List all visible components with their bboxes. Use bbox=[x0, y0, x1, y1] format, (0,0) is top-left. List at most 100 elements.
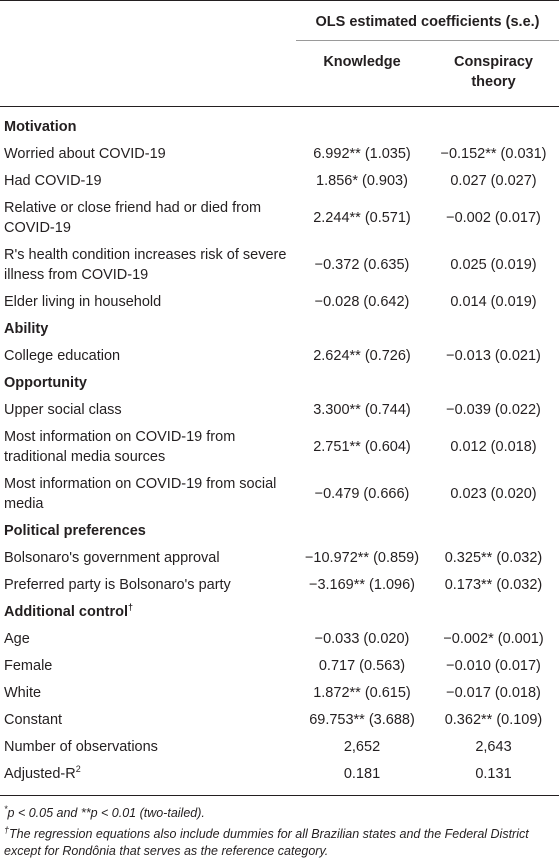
table-row: Worried about COVID-19 6.992** (1.035) −0.… bbox=[0, 140, 559, 167]
conspiracy-cell: 0.025 (0.019) bbox=[450, 256, 537, 273]
knowledge-cell: 1.872** (0.615) bbox=[313, 684, 411, 701]
table-row: Female 0.717 (0.563) −0.010 (0.017) bbox=[0, 652, 559, 679]
table-row: Relative or close friend had or died fro… bbox=[0, 194, 559, 241]
table-row: Number of observations 2,652 2,643 bbox=[0, 733, 559, 760]
knowledge-cell: −0.033 (0.020) bbox=[314, 630, 410, 647]
conspiracy-cell: 0.023 (0.020) bbox=[450, 485, 537, 502]
row-label: Constant bbox=[0, 710, 296, 730]
conspiracy-cell: 0.027 (0.027) bbox=[450, 172, 537, 189]
conspiracy-cell: −0.017 (0.018) bbox=[446, 684, 541, 701]
knowledge-cell: 2.751** (0.604) bbox=[313, 438, 411, 455]
table-row: Upper social class 3.300** (0.744) −0.039 … bbox=[0, 396, 559, 423]
table-row: Most information on COVID-19 from tradit… bbox=[0, 423, 559, 470]
row-label-text: Elder living in household bbox=[4, 293, 162, 310]
knowledge-cell: −0.372 (0.635) bbox=[314, 256, 410, 273]
row-label-text: Female bbox=[4, 657, 53, 674]
row-label-text: Had COVID-19 bbox=[4, 172, 102, 189]
knowledge-cell: 1.856* (0.903) bbox=[316, 172, 408, 189]
row-label-text: Age bbox=[4, 630, 30, 647]
table-row: R's health condition increases risk of s… bbox=[0, 241, 559, 288]
row-label-text: Ability bbox=[4, 320, 49, 337]
table-row: Adjusted-R2 0.181 0.131 bbox=[0, 760, 559, 787]
table-bottom-rule bbox=[0, 795, 559, 796]
section-heading-row: Motivation bbox=[0, 113, 559, 140]
table-body: Motivation Worried about COVID-19 6.992** … bbox=[0, 113, 559, 787]
row-label: Elder living in household bbox=[0, 292, 296, 312]
knowledge-cell: 3.300** (0.744) bbox=[313, 401, 411, 418]
row-label: Relative or close friend had or died fro… bbox=[0, 198, 296, 238]
section-heading-row: Political preferences bbox=[0, 517, 559, 544]
column-group-title: OLS estimated coefficients (s.e.) bbox=[315, 14, 540, 30]
row-label: Age bbox=[0, 629, 296, 649]
row-label-text: Preferred party is Bolsonaro's party bbox=[4, 576, 231, 593]
table-row: Most information on COVID-19 from social… bbox=[0, 470, 559, 517]
row-label: R's health condition increases risk of s… bbox=[0, 245, 296, 285]
footnote-text: p < 0.05 and **p < 0.01 (two-tailed). bbox=[7, 806, 205, 820]
conspiracy-cell: −0.013 (0.021) bbox=[446, 347, 541, 364]
conspiracy-cell: 0.173** (0.032) bbox=[444, 576, 543, 593]
table-row: Elder living in household −0.028 (0.642) 0… bbox=[0, 288, 559, 315]
row-label-text: R's health condition increases risk of s… bbox=[4, 246, 287, 283]
row-label: Preferred party is Bolsonaro's party bbox=[0, 575, 296, 595]
row-label-text: Motivation bbox=[4, 118, 77, 135]
section-heading: Opportunity bbox=[0, 373, 296, 393]
table-row: Constant 69.753** (3.688) 0.362** (0.109) bbox=[0, 706, 559, 733]
conspiracy-cell: −0.002* (0.001) bbox=[443, 630, 544, 647]
row-label-text: Most information on COVID-19 from tradit… bbox=[4, 428, 236, 465]
footnote-dummies: †The regression equations also include d… bbox=[4, 824, 554, 860]
row-label: Number of observations bbox=[0, 737, 296, 757]
superscript: 2 bbox=[75, 763, 81, 774]
knowledge-cell: 2.624** (0.726) bbox=[313, 347, 411, 364]
row-label-text: Most information on COVID-19 from social… bbox=[4, 475, 277, 512]
section-heading: Political preferences bbox=[0, 521, 296, 541]
row-label: Most information on COVID-19 from tradit… bbox=[0, 427, 296, 467]
column-header-knowledge: Knowledge bbox=[323, 54, 401, 70]
footnote-marker: † bbox=[4, 824, 10, 835]
knowledge-cell: −0.028 (0.642) bbox=[314, 293, 410, 310]
row-label-text: Adjusted-R bbox=[4, 765, 76, 782]
conspiracy-cell: −0.152** (0.031) bbox=[440, 145, 547, 162]
knowledge-cell: −10.972** (0.859) bbox=[304, 549, 420, 566]
row-label-text: Constant bbox=[4, 711, 63, 728]
table-row: College education 2.624** (0.726) −0.013 (… bbox=[0, 342, 559, 369]
column-header-conspiracy-line1: Conspiracy bbox=[454, 54, 533, 70]
section-heading-row: Ability bbox=[0, 315, 559, 342]
section-heading: Motivation bbox=[0, 117, 296, 137]
table-row: Age −0.033 (0.020) −0.002* (0.001) bbox=[0, 625, 559, 652]
conspiracy-cell: 0.014 (0.019) bbox=[450, 293, 537, 310]
table-row: White 1.872** (0.615) −0.017 (0.018) bbox=[0, 679, 559, 706]
conspiracy-cell: 0.012 (0.018) bbox=[450, 438, 537, 455]
row-label-text: Upper social class bbox=[4, 401, 122, 418]
section-heading-row: Additional control† bbox=[0, 598, 559, 625]
row-label: Had COVID-19 bbox=[0, 171, 296, 191]
table-row: Bolsonaro's government approval −10.972**… bbox=[0, 544, 559, 571]
table-row: Preferred party is Bolsonaro's party −3.1… bbox=[0, 571, 559, 598]
row-label-text: Number of observations bbox=[4, 738, 158, 755]
footnote-text: The regression equations also include du… bbox=[4, 827, 529, 858]
row-label-text: Political preferences bbox=[4, 522, 146, 539]
column-group-rule bbox=[296, 40, 559, 41]
header-bottom-rule bbox=[0, 106, 559, 107]
section-heading-row: Opportunity bbox=[0, 369, 559, 396]
row-label: White bbox=[0, 683, 296, 703]
section-heading: Additional control† bbox=[0, 602, 296, 622]
row-label: Bolsonaro's government approval bbox=[0, 548, 296, 568]
row-label-text: Relative or close friend had or died fro… bbox=[4, 199, 262, 236]
conspiracy-cell: 0.131 bbox=[475, 765, 512, 782]
row-label: Upper social class bbox=[0, 400, 296, 420]
row-label-text: College education bbox=[4, 347, 121, 364]
column-header-conspiracy-line2: theory bbox=[471, 74, 516, 90]
row-label-text: Opportunity bbox=[4, 374, 87, 391]
conspiracy-cell: 0.362** (0.109) bbox=[444, 711, 543, 728]
row-label: College education bbox=[0, 346, 296, 366]
knowledge-cell: 2,652 bbox=[343, 738, 381, 755]
footnote-significance: *p < 0.05 and **p < 0.01 (two-tailed). bbox=[4, 804, 554, 822]
row-label: Female bbox=[0, 656, 296, 676]
row-label: Most information on COVID-19 from social… bbox=[0, 474, 296, 514]
conspiracy-cell: 0.325** (0.032) bbox=[444, 549, 543, 566]
column-header-conspiracy: Conspiracy theory bbox=[428, 52, 559, 92]
dagger-marker: † bbox=[128, 601, 134, 612]
knowledge-cell: 0.181 bbox=[343, 765, 381, 782]
knowledge-cell: 0.717 (0.563) bbox=[318, 657, 406, 674]
